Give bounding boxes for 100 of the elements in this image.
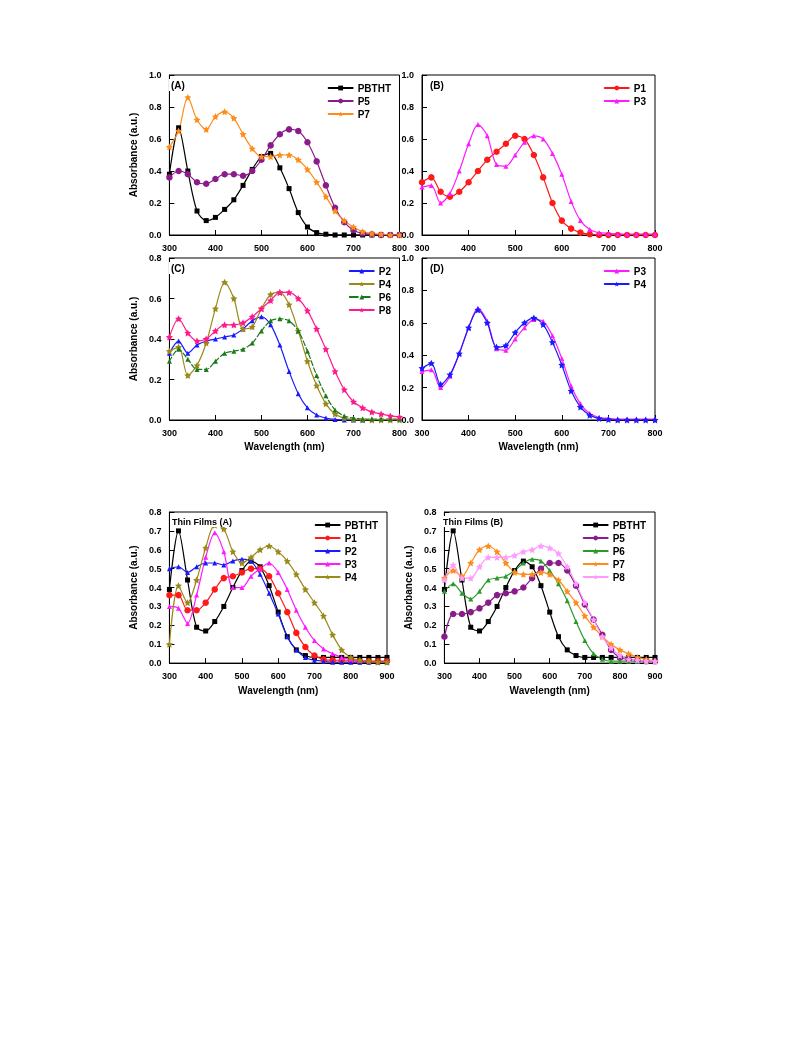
x-tick-label: 400	[207, 427, 223, 438]
x-tick-label: 300	[414, 427, 430, 438]
legend-label: P4	[633, 278, 647, 290]
y-tick-label: 0.6	[148, 134, 162, 144]
y-axis-title: Absorbance (a.u.)	[127, 296, 139, 382]
legend-label: P8	[612, 571, 626, 583]
y-tick-label: 0.8	[148, 507, 162, 517]
y-tick-label: 0.2	[401, 198, 414, 208]
x-tick-label: 800	[647, 427, 663, 438]
x-tick-label: 600	[299, 242, 315, 253]
x-tick-label: 300	[161, 242, 177, 253]
x-tick-label: 400	[461, 242, 477, 253]
legend-label: PBTHT	[344, 519, 379, 531]
x-tick-label: 700	[306, 670, 322, 681]
legend-label: P8	[378, 304, 392, 316]
chart-title: (A)	[171, 79, 185, 91]
x-axis-title: Wavelength (nm)	[498, 441, 579, 453]
chart-title: (D)	[430, 262, 444, 274]
y-tick-label: 0.6	[401, 134, 414, 144]
legend-label: P1	[344, 532, 358, 544]
y-tick-label: 0.0	[148, 658, 162, 669]
legend-label: P1	[633, 82, 647, 94]
x-tick-label: 700	[600, 427, 616, 438]
y-tick-label: 0.1	[423, 639, 437, 650]
legend-label: P5	[357, 95, 371, 107]
legend-label: P5	[612, 532, 626, 544]
x-tick-label: 800	[612, 670, 628, 681]
y-tick-label: 0.4	[148, 334, 162, 344]
legend-label: P3	[344, 558, 358, 570]
x-tick-label: 500	[507, 670, 523, 681]
chart-title: (C)	[171, 262, 185, 274]
x-tick-label: 800	[647, 242, 663, 253]
y-tick-label: 0.4	[148, 166, 162, 176]
legend-label: P6	[612, 545, 626, 557]
y-axis-title: Absorbance (a.u.)	[402, 545, 414, 630]
y-tick-label: 0.2	[148, 620, 162, 631]
y-tick-label: 1.0	[148, 70, 162, 80]
x-tick-label: 900	[647, 670, 663, 681]
y-tick-label: 0.0	[148, 415, 162, 425]
x-tick-label: 300	[436, 670, 452, 681]
x-tick-label: 800	[391, 427, 408, 438]
y-tick-label: 0.2	[423, 620, 437, 631]
legend-label: P3	[633, 95, 647, 107]
x-tick-label: 400	[461, 427, 477, 438]
legend-label: P3	[633, 265, 647, 277]
y-tick-label: 0.4	[423, 582, 437, 593]
y-tick-label: 0.6	[401, 317, 414, 328]
legend-label: P4	[344, 571, 358, 583]
y-tick-label: 0.4	[148, 582, 162, 593]
legend-label: P2	[344, 545, 358, 557]
legend-label: P4	[378, 278, 392, 290]
x-axis-title: Wavelength (nm)	[244, 441, 325, 453]
y-tick-label: 0.5	[423, 563, 437, 574]
y-tick-label: 0.7	[148, 525, 162, 536]
x-tick-label: 400	[207, 242, 223, 253]
x-tick-label: 600	[299, 427, 315, 438]
x-tick-label: 700	[577, 670, 593, 681]
x-tick-label: 600	[270, 670, 286, 681]
y-tick-label: 0.4	[401, 166, 414, 176]
y-tick-label: 1.0	[401, 253, 414, 263]
y-tick-label: 0.5	[148, 563, 162, 574]
text: Thin Films (B)	[443, 516, 503, 527]
y-tick-label: 1.0	[401, 70, 414, 80]
x-tick-label: 500	[253, 427, 269, 438]
x-tick-label: 800	[343, 670, 359, 681]
x-tick-label: 300	[161, 427, 177, 438]
x-tick-label: 700	[345, 242, 361, 253]
y-tick-label: 0.6	[148, 544, 162, 555]
y-tick-label: 0.6	[423, 544, 437, 555]
legend-label: P6	[378, 291, 392, 303]
x-tick-label: 500	[507, 242, 523, 253]
y-tick-label: 0.3	[423, 601, 437, 612]
legend-label: P7	[357, 108, 371, 120]
text: Thin Films (A)	[172, 516, 232, 527]
y-tick-label: 0.8	[148, 253, 162, 263]
y-axis-title: Absorbance (a.u.)	[127, 545, 139, 630]
x-tick-label: 900	[379, 670, 395, 681]
x-tick-label: 600	[542, 670, 558, 681]
y-tick-label: 0.2	[401, 382, 414, 393]
y-tick-label: 0.2	[148, 198, 162, 208]
y-tick-label: 0.0	[401, 415, 414, 425]
x-tick-label: 500	[507, 427, 523, 438]
x-tick-label: 300	[414, 242, 430, 253]
x-tick-label: 700	[345, 427, 361, 438]
y-tick-label: 0.2	[148, 374, 162, 385]
y-tick-label: 0.1	[148, 639, 162, 650]
y-tick-label: 0.0	[423, 658, 437, 669]
chart-title: (B)	[430, 79, 444, 91]
x-tick-label: 600	[554, 427, 570, 438]
legend-label: PBTHT	[612, 519, 647, 531]
legend-label: PBTHT	[357, 82, 392, 94]
x-tick-label: 400	[198, 670, 214, 681]
x-tick-label: 500	[253, 242, 269, 253]
x-tick-label: 700	[600, 242, 616, 253]
y-tick-label: 0.6	[148, 293, 162, 304]
y-tick-label: 0.7	[423, 525, 437, 536]
x-tick-label: 400	[471, 670, 488, 681]
x-tick-label: 500	[234, 670, 250, 681]
y-tick-label: 0.0	[401, 230, 414, 240]
y-tick-label: 0.0	[148, 230, 162, 240]
